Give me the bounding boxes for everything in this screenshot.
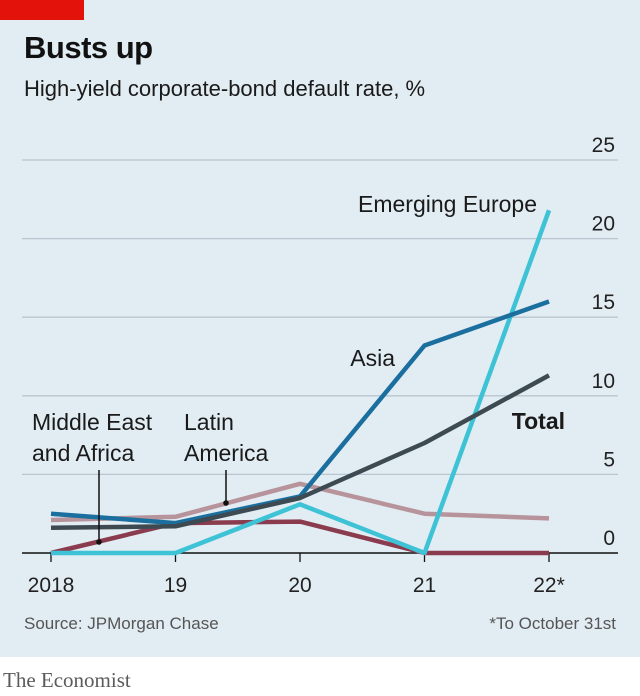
series-line-latin-america [50,481,550,523]
series-line-middle-east-and-africa [50,519,549,556]
series-label-emerging-europe: Emerging Europe [358,191,537,217]
x-tick-label-20: 20 [288,574,311,597]
y-tick-label-25: 25 [592,134,615,157]
brand-red-tab [0,0,84,20]
x-tick-label-2018: 2018 [28,574,75,597]
leader-dot-latin-america [223,500,229,506]
x-tick-label-21: 21 [413,574,436,597]
x-tick-label-22*: 22* [533,574,565,597]
y-tick-label-5: 5 [603,448,615,471]
chart-subtitle: High-yield corporate-bond default rate, … [24,76,426,101]
chart-panel [0,0,640,657]
publisher-wordmark: The Economist [3,668,131,692]
y-tick-label-20: 20 [592,213,615,236]
y-tick-labels: 0 5 10 15 20 25 [592,134,615,550]
series-label-total: Total [512,408,565,434]
series-line-total [50,373,551,531]
grid-lines [22,159,618,554]
y-tick-label-0: 0 [603,527,615,550]
y-tick-label-15: 15 [592,291,615,314]
series-label-latin-america: Latin America [184,409,269,466]
series-label-asia: Asia [350,345,395,371]
x-tick-labels: 2018 19 20 21 22* [28,553,565,597]
line-chart: 0 5 10 15 20 25 2018 19 20 21 22* Latin America Mid… [22,134,618,597]
source-note: Source: JPMorgan Chase [24,614,219,633]
leader-dot-middle-east-africa [96,539,102,545]
series-labels: Latin America Middle East and Africa Emergin… [32,191,565,545]
x-tick-label-19: 19 [164,574,187,597]
series-lines [50,209,552,556]
series-label-middle-east-and-africa: Middle East and Africa [32,409,153,466]
footnote: *To October 31st [489,614,616,633]
chart-title: Busts up [24,30,153,65]
y-tick-label-10: 10 [592,370,615,393]
series-line-emerging-europe [51,209,552,556]
